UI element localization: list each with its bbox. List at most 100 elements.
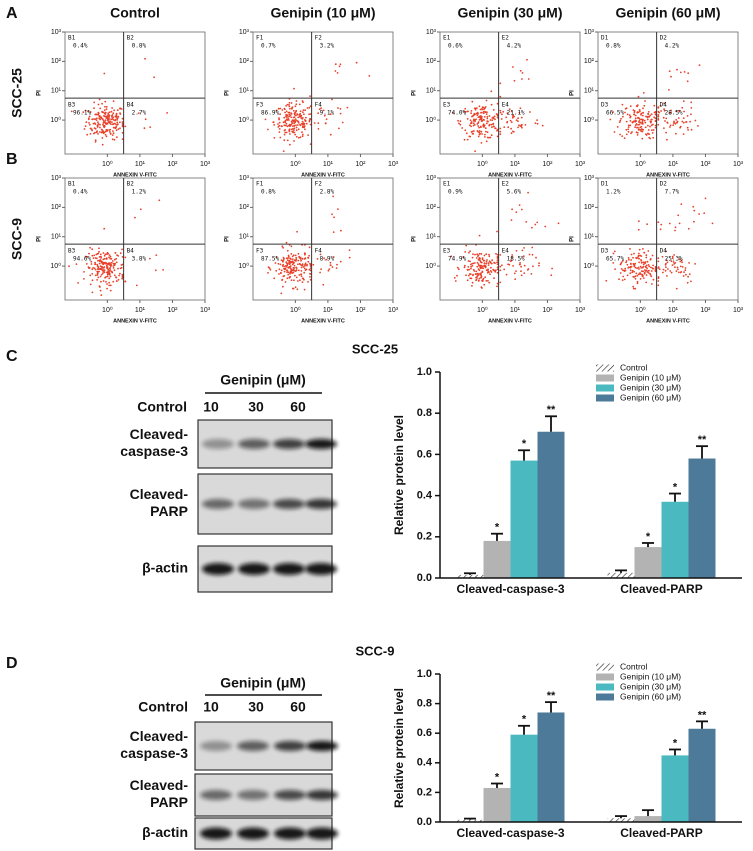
event-dot [686,80,689,83]
event-dot [286,259,289,262]
event-dot [618,121,621,123]
event-dot [465,244,468,247]
quadrant-name: E2 [502,181,510,188]
legend-swatch [596,394,614,402]
event-dot [290,116,293,119]
event-dot [663,102,665,105]
event-dot [463,110,466,113]
event-dot [557,222,560,225]
event-dot [453,277,456,279]
event-dot [654,126,657,129]
event-dot [499,95,502,98]
event-dot [477,116,480,118]
event-dot [630,265,633,268]
event-dot [105,135,108,138]
event-dot [302,133,304,136]
event-dot [283,267,286,270]
event-dot [650,266,652,269]
event-dot [674,266,676,269]
bar [607,818,635,822]
event-dot [309,269,312,272]
y-tick-label: 1.0 [417,668,432,680]
event-dot [636,282,639,285]
event-dot [294,274,296,277]
event-dot [485,113,488,115]
event-dot [285,115,287,117]
event-dot [491,117,494,119]
event-dot [638,129,640,131]
event-dot [634,266,637,269]
event-dot [636,131,639,134]
event-dot [672,124,675,127]
event-dot [486,111,488,114]
event-dot [91,279,94,282]
event-dot [282,260,284,263]
event-dot [77,282,79,284]
event-dot [469,250,471,253]
event-dot [295,260,297,262]
event-dot [510,132,513,135]
event-dot [101,102,103,105]
event-dot [496,253,499,256]
event-dot [634,114,637,117]
event-dot [292,254,295,257]
event-dot [100,280,102,283]
event-dot [521,78,523,80]
event-dot [496,263,499,266]
event-dot [636,274,639,277]
event-dot [481,133,483,135]
event-dot [480,253,483,255]
event-dot [621,260,624,262]
event-dot [90,260,93,263]
event-dot [480,267,483,269]
blot-band [274,741,306,751]
event-dot [290,253,293,255]
event-dot [95,113,97,116]
event-dot [666,261,669,264]
event-dot [490,103,493,106]
event-dot [618,278,620,281]
event-dot [107,252,109,255]
event-dot [115,123,118,126]
event-dot [635,256,637,259]
event-dot [496,128,499,131]
event-dot [98,117,100,120]
event-dot [634,117,637,120]
event-dot [278,121,281,124]
event-dot [278,131,281,134]
event-dot [517,126,519,129]
event-dot [93,127,96,129]
event-dot [658,268,661,270]
event-dot [336,72,339,74]
event-dot [285,131,288,134]
event-dot [322,109,325,112]
event-dot [660,223,663,226]
quadrant-events [68,246,124,297]
event-dot [484,127,487,130]
event-dot [475,118,477,121]
y-tick-label: 10⁰ [50,262,61,270]
event-dot [482,112,485,115]
event-dot [339,260,342,263]
event-dot [275,269,278,272]
event-dot [286,139,289,142]
y-tick-label: 0.4 [417,757,433,769]
quadrant-percent: 2.7% [132,110,147,117]
event-dot [288,128,291,131]
event-dot [144,57,146,60]
event-dot [654,111,657,114]
event-dot [679,71,682,74]
event-dot [650,124,653,127]
event-dot [459,123,462,126]
event-dot [106,130,108,133]
event-dot [520,274,523,277]
event-dot [277,262,280,265]
chart-title: SCC-25 [352,341,398,356]
event-dot [109,132,112,135]
x-tick-label: 10⁰ [477,160,488,168]
quadrant-events [452,99,499,153]
event-dot [517,120,519,123]
event-dot [287,271,290,274]
event-dot [476,107,478,109]
y-tick-label: 10³ [584,175,595,182]
